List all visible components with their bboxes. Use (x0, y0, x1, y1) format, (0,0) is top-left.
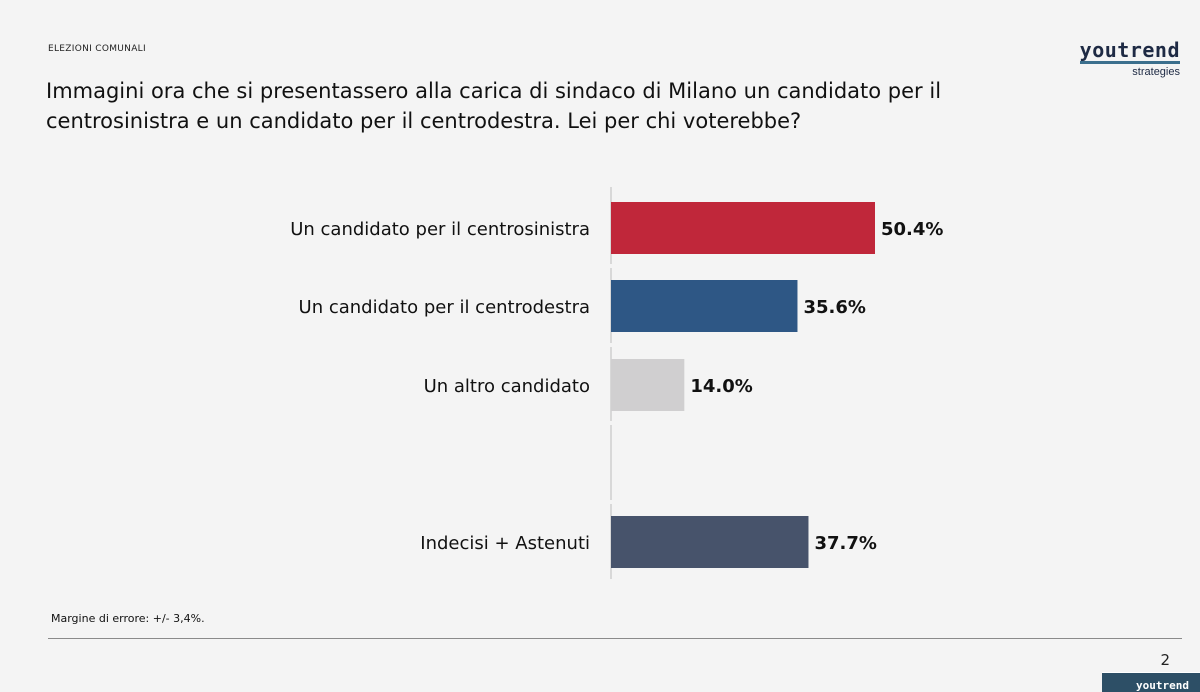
data-label: 37.7% (814, 533, 876, 554)
corner-tab: youtrend (1102, 672, 1200, 692)
data-label: 14.0% (690, 376, 752, 397)
data-label: 50.4% (881, 219, 943, 240)
data-label: 35.6% (803, 297, 865, 318)
section-label: ELEZIONI COMUNALI (48, 44, 146, 54)
bar (611, 359, 685, 411)
youtrend-logo: youtrend strategies (1079, 38, 1180, 78)
margin-of-error-note: Margine di errore: +/- 3,4%. (51, 612, 205, 625)
question-title: Immagini ora che si presentassero alla c… (46, 79, 942, 133)
category-label: Indecisi + Astenuti (420, 533, 590, 554)
bar (611, 280, 798, 332)
logo-subtitle: strategies (1132, 66, 1180, 78)
corner-tab-label: youtrend (1136, 679, 1189, 692)
logo-wordmark: youtrend (1079, 38, 1180, 62)
category-label: Un altro candidato (424, 376, 590, 397)
logo-underline (1079, 61, 1180, 64)
bar (611, 202, 875, 254)
page-number: 2 (1160, 651, 1170, 669)
category-label: Un candidato per il centrodestra (299, 297, 590, 318)
category-label: Un candidato per il centrosinistra (290, 219, 590, 240)
bar (611, 516, 809, 568)
footer-divider (48, 638, 1182, 639)
